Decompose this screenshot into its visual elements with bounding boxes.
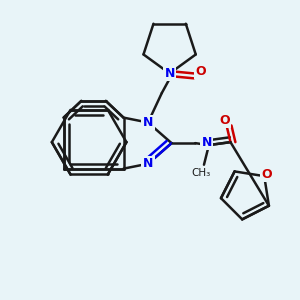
Text: O: O <box>219 114 230 127</box>
Text: N: N <box>143 157 153 170</box>
Text: O: O <box>261 168 272 181</box>
Text: N: N <box>143 116 153 129</box>
Text: O: O <box>196 65 206 78</box>
Text: N: N <box>164 67 175 80</box>
Text: N: N <box>202 136 212 148</box>
Text: CH₃: CH₃ <box>191 168 211 178</box>
